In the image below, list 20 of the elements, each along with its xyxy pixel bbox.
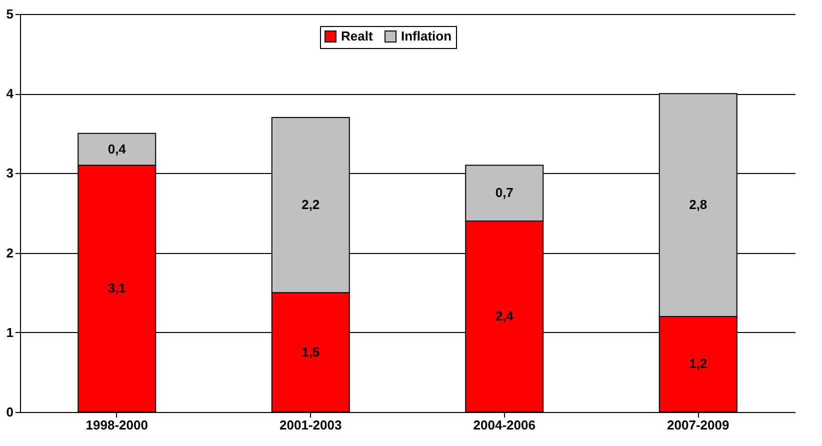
data-label: 0,4 [108,141,127,156]
data-label: 3,1 [108,280,126,296]
x-tick-label: 1998-2000 [86,418,148,432]
data-label: 2,8 [689,197,708,212]
legend-label: Realt [341,28,374,44]
y-tick-label: 5 [6,6,14,22]
legend-label: Inflation [401,28,452,44]
data-label: 2,4 [495,308,514,324]
data-label: 2,2 [302,197,320,212]
data-label: 0,7 [495,185,514,200]
x-tick-label: 2001-2003 [280,418,342,432]
x-tick-label: 2004-2006 [473,418,536,432]
data-label: 1,2 [689,356,708,372]
y-tick-label: 3 [6,166,14,181]
y-tick-label: 1 [6,324,14,340]
y-tick-label: 2 [6,245,14,260]
data-label: 1,5 [302,344,320,360]
y-tick-label: 0 [6,404,14,420]
y-tick-label: 4 [6,86,14,102]
x-tick-label: 2007-2009 [667,418,730,432]
